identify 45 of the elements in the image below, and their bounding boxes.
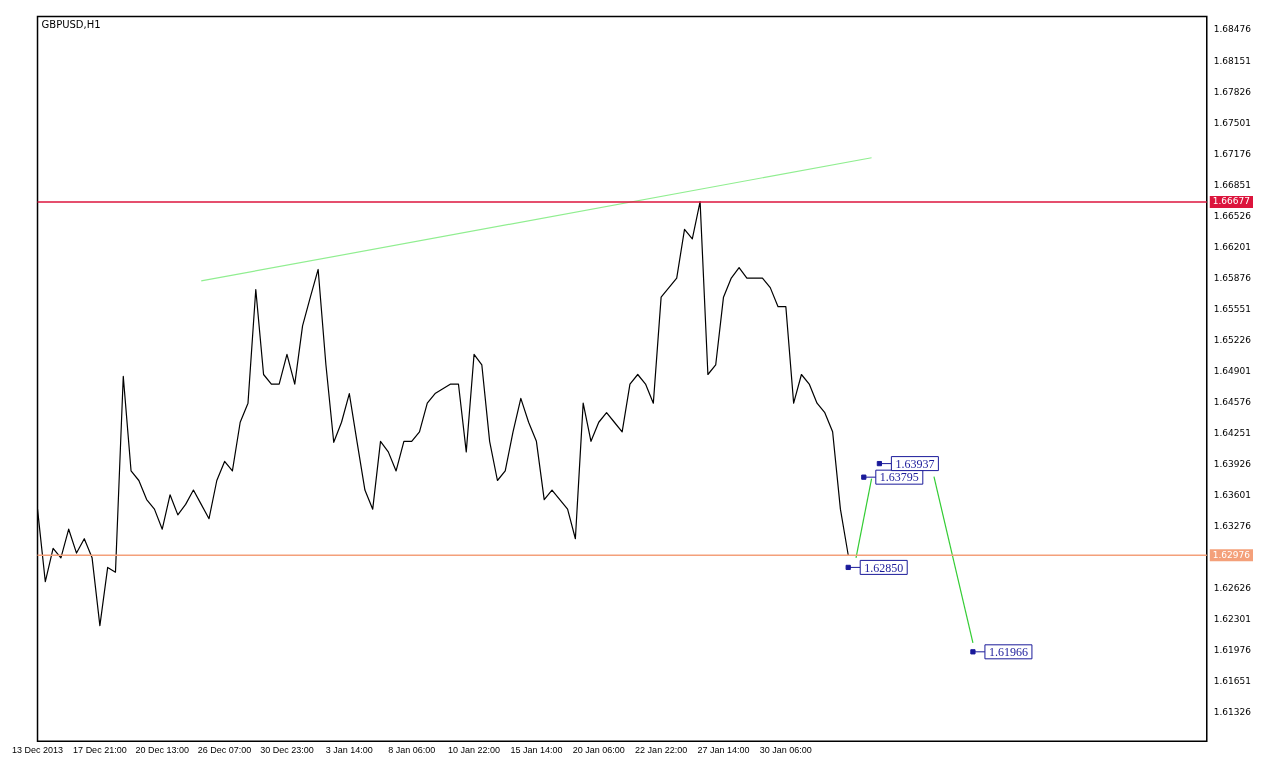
y-tick-label: 1.67826 — [1213, 86, 1252, 97]
ref-line-label: 1.62976 — [1212, 549, 1251, 560]
x-tick-label: 20 Jan 06:00 — [572, 745, 625, 756]
point — [845, 564, 851, 571]
chart-title: GBPUSD,H1 — [41, 18, 101, 30]
point — [861, 474, 867, 480]
x-tick-label: 30 Jan 06:00 — [759, 745, 812, 756]
y-tick-label: 1.65551 — [1213, 303, 1251, 314]
x-tick-label: 20 Dec 13:00 — [135, 745, 190, 756]
y-tick-label: 1.63926 — [1213, 458, 1252, 469]
y-tick-label: 1.66201 — [1213, 241, 1251, 252]
y-tick-label: 1.67501 — [1213, 117, 1251, 128]
point — [970, 649, 976, 655]
x-tick-label: 13 Dec 2013 — [12, 745, 64, 756]
x-tick-label: 26 Dec 07:00 — [197, 745, 252, 756]
data-label: 1.61966 — [988, 644, 1028, 659]
y-tick-label: 1.65226 — [1213, 334, 1252, 345]
y-tick-label: 1.64901 — [1213, 365, 1251, 376]
x-tick-label: 17 Dec 21:00 — [73, 745, 127, 756]
x-tick-label: 30 Dec 23:00 — [260, 745, 314, 756]
x-tick-label: 10 Jan 22:00 — [448, 745, 501, 756]
x-tick-label: 22 Jan 22:00 — [635, 745, 688, 756]
y-tick-label: 1.61976 — [1213, 645, 1252, 656]
x-tick-label: 8 Jan 06:00 — [388, 745, 436, 756]
y-tick-label: 1.64251 — [1213, 427, 1251, 438]
y-tick-label: 1.63601 — [1213, 490, 1251, 501]
x-tick-label: 15 Jan 14:00 — [510, 745, 563, 756]
y-tick-label: 1.62626 — [1213, 583, 1252, 594]
y-tick-label: 1.65876 — [1213, 272, 1252, 283]
x-tick-label: 27 Jan 14:00 — [697, 745, 750, 756]
x-tick-label: 3 Jan 14:00 — [325, 745, 373, 756]
y-tick-label: 1.61651 — [1213, 676, 1251, 687]
y-tick-label: 1.66526 — [1213, 210, 1252, 221]
y-tick-label: 1.66851 — [1213, 179, 1251, 190]
y-tick-label: 1.64576 — [1213, 396, 1252, 407]
y-tick-label: 1.68151 — [1213, 55, 1251, 66]
ref-line-label: 1.66677 — [1212, 196, 1250, 207]
data-label: 1.63795 — [879, 470, 919, 485]
y-tick-label: 1.67176 — [1213, 148, 1252, 159]
y-tick-label: 1.62301 — [1213, 614, 1251, 625]
y-tick-label: 1.68476 — [1213, 24, 1252, 35]
data-label: 1.63937 — [895, 456, 935, 471]
y-tick-label: 1.61326 — [1213, 707, 1252, 718]
y-tick-label: 1.63276 — [1213, 521, 1252, 532]
data-label: 1.62850 — [864, 560, 904, 575]
